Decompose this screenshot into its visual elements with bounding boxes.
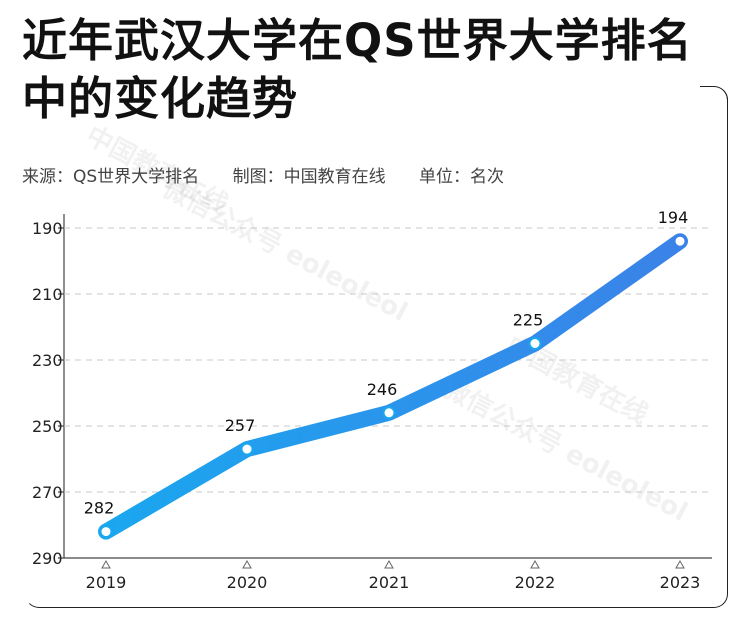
data-point: [673, 234, 687, 248]
x-tick-mark: [675, 559, 685, 569]
data-label: 225: [513, 311, 544, 330]
data-label: 282: [84, 499, 115, 518]
source-label: 来源：QS世界大学排名: [22, 167, 200, 187]
y-tick-label: 190: [32, 219, 63, 238]
data-label: 246: [367, 380, 398, 399]
y-tick-label: 250: [32, 417, 63, 436]
x-tick-mark: [242, 559, 252, 569]
x-tick-label: 2021: [369, 573, 410, 592]
data-point: [528, 337, 542, 350]
data-point: [382, 406, 396, 420]
chart-panel-border: [25, 86, 728, 608]
unit-label: 单位：名次: [418, 167, 504, 187]
producer-label: 制图：中国教育在线: [232, 167, 386, 187]
data-point: [240, 442, 254, 456]
x-tick-label: 2019: [86, 573, 127, 592]
x-tick-mark: [530, 559, 540, 569]
chart-meta: 来源：QS世界大学排名 制图：中国教育在线 单位：名次: [22, 162, 532, 187]
y-tick-label: 210: [32, 285, 63, 304]
x-tick-label: 2022: [515, 573, 556, 592]
x-tick-label: 2023: [660, 573, 701, 592]
data-point: [99, 525, 113, 539]
y-tick-label: 270: [32, 483, 63, 502]
data-label: 257: [225, 416, 256, 435]
y-tick-label: 290: [32, 549, 63, 568]
y-tick-label: 230: [32, 351, 63, 370]
data-label: 194: [658, 208, 689, 227]
x-tick-mark: [384, 559, 394, 569]
x-tick-mark: [101, 559, 111, 569]
x-tick-label: 2020: [227, 573, 268, 592]
chart-title: 近年武汉大学在QS世界大学排名中的变化趋势: [22, 14, 693, 125]
